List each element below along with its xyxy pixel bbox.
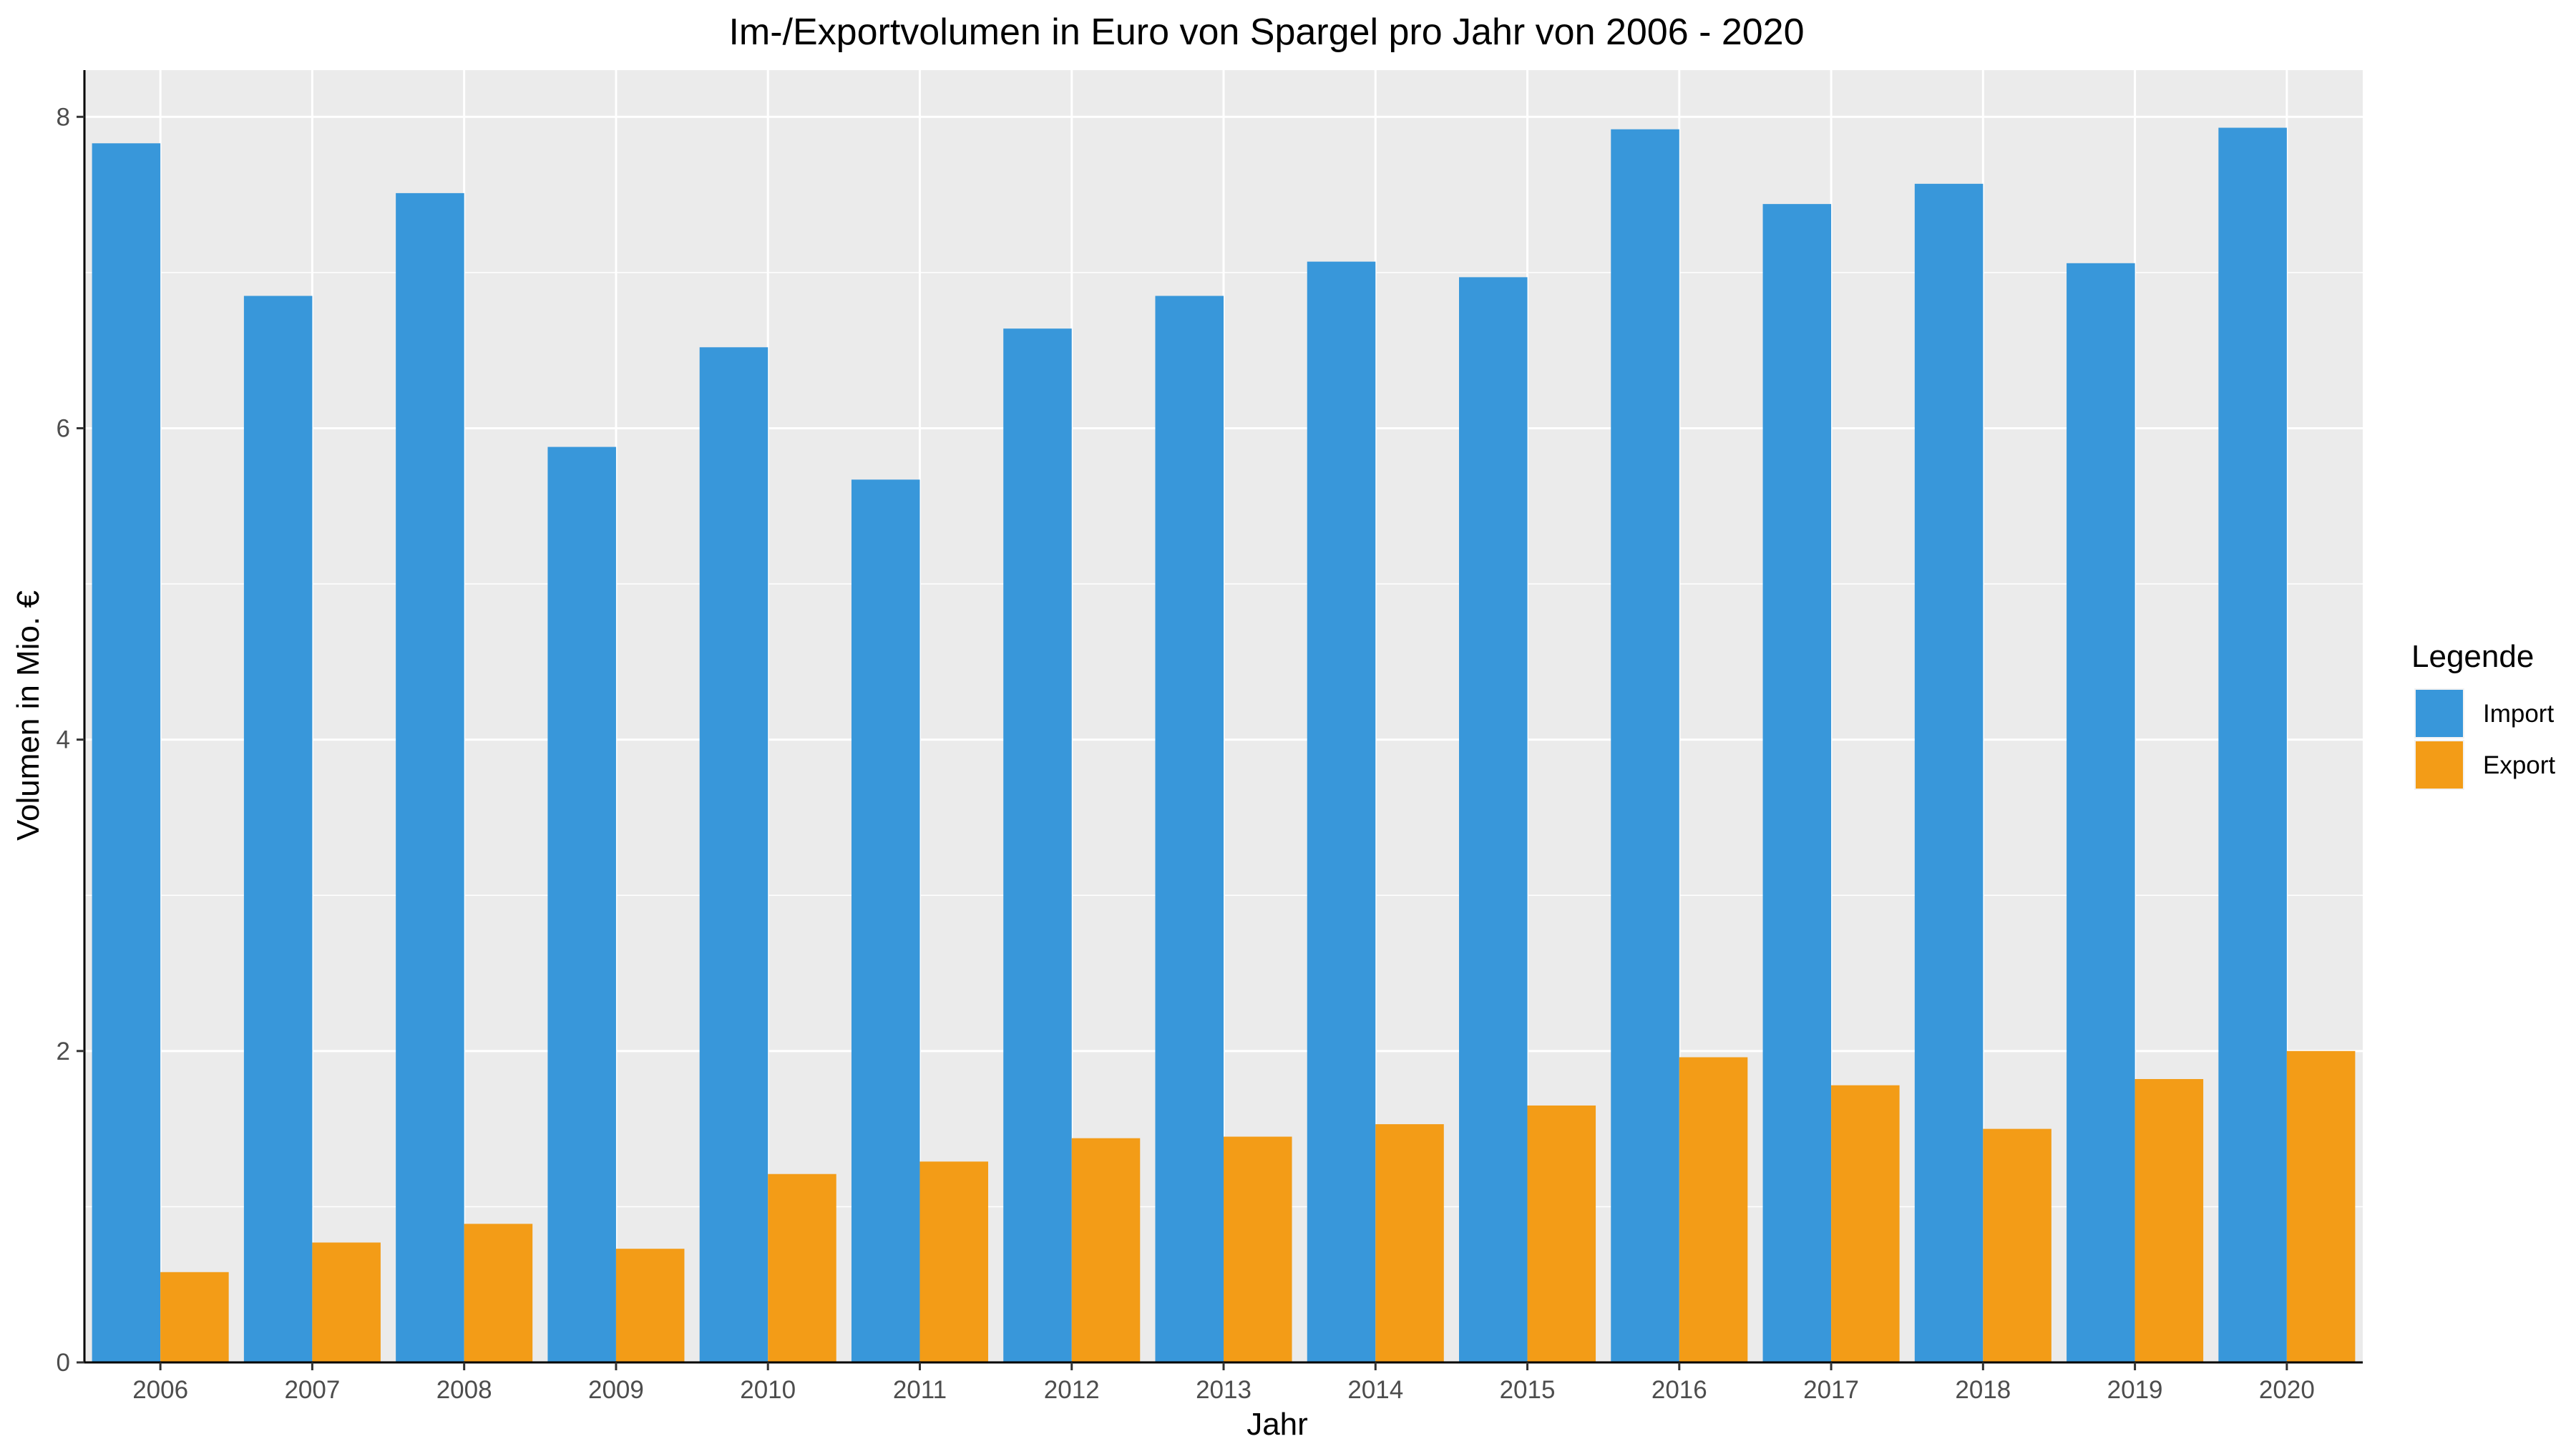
y-axis-ticks: 0 2 4 6 8 [57,103,84,1377]
bar-export-2006 [160,1272,229,1362]
bar-export-2012 [1071,1138,1141,1362]
x-tick-label: 2014 [1347,1376,1403,1404]
x-axis-title: Jahr [1246,1407,1308,1442]
x-tick-label: 2013 [1196,1376,1252,1404]
legend-title: Legende [2411,639,2534,674]
bars [92,127,2356,1363]
bar-import-2012 [1003,328,1072,1363]
bar-import-2018 [1914,183,1984,1363]
x-tick-label: 2019 [2107,1376,2163,1404]
bar-import-2020 [2218,127,2287,1363]
bar-export-2011 [919,1161,988,1362]
bar-export-2016 [1679,1057,1748,1362]
y-tick-label: 8 [57,103,70,131]
bar-import-2015 [1459,277,1528,1363]
bar-export-2017 [1831,1085,1900,1362]
legend-label-import: Import [2483,700,2554,728]
y-tick-label: 4 [57,726,70,754]
bar-export-2014 [1375,1124,1444,1362]
bar-import-2008 [396,192,464,1363]
bar-import-2010 [699,347,769,1363]
y-tick-label: 2 [57,1038,70,1065]
x-tick-label: 2011 [893,1376,947,1404]
bar-import-2017 [1762,204,1832,1363]
chart-title: Im-/Exportvolumen in Euro von Spargel pr… [728,11,1804,53]
bar-import-2009 [547,447,616,1363]
x-tick-label: 2006 [132,1376,188,1404]
bar-import-2013 [1155,296,1224,1363]
x-tick-label: 2018 [1955,1376,2011,1404]
legend-key-export [2416,741,2463,789]
x-tick-label: 2007 [284,1376,340,1404]
y-axis-title: Volumen in Mio. € [11,590,46,841]
bar-export-2018 [1983,1128,2051,1362]
bar-import-2007 [243,296,313,1363]
bar-export-2010 [768,1174,836,1362]
y-tick-label: 6 [57,414,70,442]
bar-export-2009 [615,1249,685,1362]
x-tick-label: 2010 [740,1376,796,1404]
x-tick-label: 2016 [1652,1376,1707,1404]
x-tick-label: 2009 [588,1376,644,1404]
bar-import-2006 [92,143,161,1363]
bar-export-2007 [312,1242,381,1362]
x-tick-label: 2020 [2259,1376,2315,1404]
y-tick-label: 0 [57,1349,70,1377]
bar-export-2008 [464,1224,533,1362]
bar-import-2016 [1611,129,1679,1363]
bar-export-2013 [1224,1136,1292,1362]
x-tick-label: 2008 [436,1376,492,1404]
bar-export-2019 [2135,1078,2204,1362]
legend-key-import [2416,690,2463,737]
bar-export-2015 [1527,1105,1596,1362]
bar-import-2019 [2067,263,2135,1363]
x-tick-label: 2017 [1803,1376,1859,1404]
x-axis-ticks: 2006 2007 2008 2009 2010 2011 2012 2013 2014 2015… [132,1362,2315,1404]
bar-import-2011 [851,479,920,1362]
bar-import-2014 [1307,261,1376,1363]
x-tick-label: 2012 [1044,1376,1100,1404]
x-tick-label: 2015 [1500,1376,1556,1404]
legend: Legende Import Export [2411,639,2555,790]
bar-export-2020 [2286,1050,2356,1362]
legend-label-export: Export [2483,751,2555,779]
